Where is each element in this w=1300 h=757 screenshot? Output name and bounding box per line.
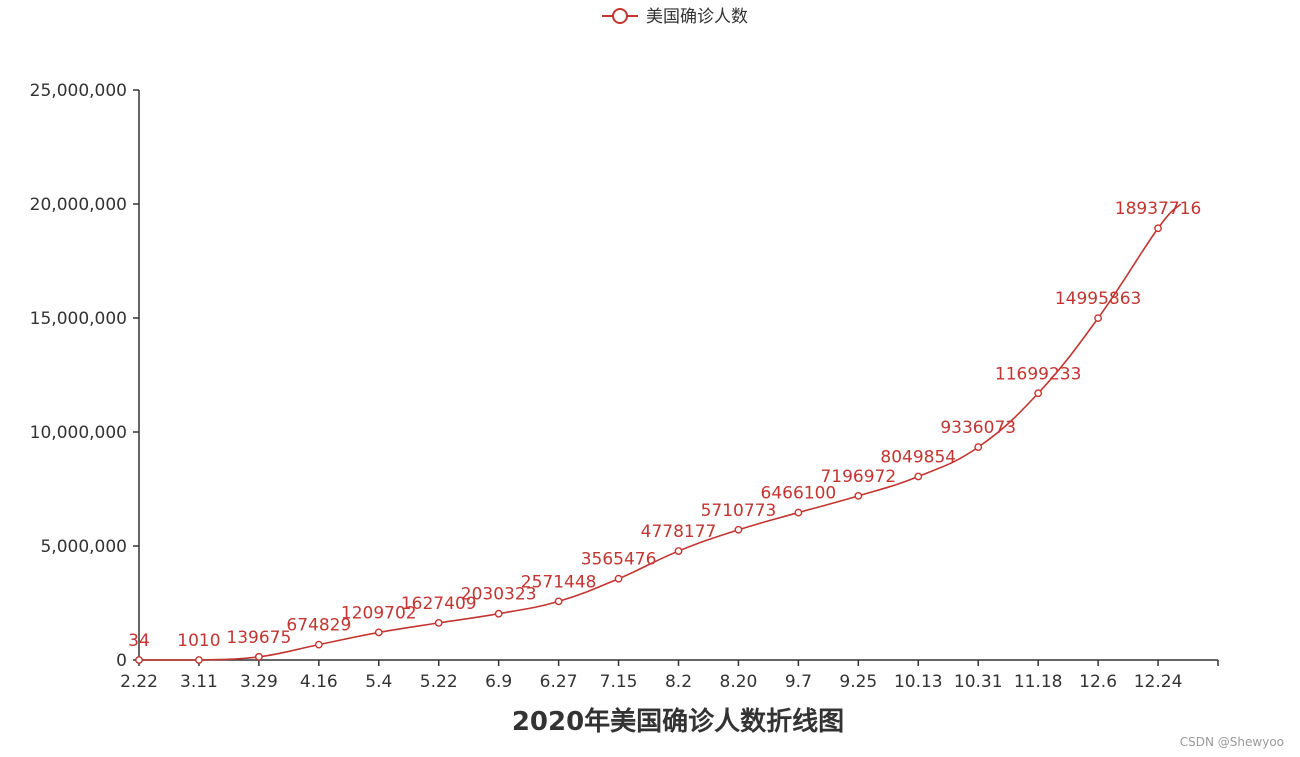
x-tick-label: 9.7 [785,672,812,692]
watermark: CSDN @Shewyoo [1180,735,1284,749]
data-point[interactable] [914,472,923,481]
series-line [138,203,1182,661]
y-tick-label: 5,000,000 [40,537,127,557]
x-tick-label: 4.16 [300,672,338,692]
x-tick-label: 12.6 [1079,672,1117,692]
data-point[interactable] [974,443,983,452]
data-point[interactable] [674,547,683,555]
x-tick-label: 5.4 [365,672,392,692]
x-tick-label: 10.31 [954,672,1003,692]
data-point[interactable] [494,609,503,618]
data-label: 6466100 [761,484,837,504]
data-point[interactable] [434,618,443,627]
data-point[interactable] [374,628,383,637]
data-points [135,224,1162,664]
x-tick-label: 11.18 [1014,672,1063,692]
data-label: 5710773 [701,501,777,521]
x-tick-label: 3.11 [180,672,218,692]
x-tick-label: 12.24 [1134,672,1183,692]
data-label: 4778177 [641,522,717,542]
data-label: 1627409 [401,594,477,614]
data-point[interactable] [1154,224,1162,233]
x-tick-label: 6.27 [540,672,578,692]
x-tick-label: 8.20 [720,672,758,692]
x-tick-label: 7.15 [600,672,638,692]
data-point[interactable] [614,574,623,583]
y-tick-label: 20,000,000 [30,195,127,215]
legend[interactable]: 美国确诊人数 [602,7,748,27]
data-point[interactable] [254,652,263,661]
legend-circle-icon [612,8,628,24]
legend-label: 美国确诊人数 [646,7,748,27]
chart-title: 2020年美国确诊人数折线图 [512,706,844,737]
data-label: 18937716 [1115,199,1202,219]
x-tick-label: 3.29 [240,672,278,692]
data-label: 7196972 [820,467,896,487]
data-label: 8049854 [880,447,956,467]
data-label: 1209702 [341,603,417,623]
data-label: 11699233 [995,364,1082,384]
data-label: 34 [128,631,150,651]
y-tick-label: 0 [116,651,127,671]
data-point[interactable] [314,640,323,649]
x-tick-label: 9.25 [839,672,877,692]
data-point[interactable] [1094,314,1103,322]
data-label: 139675 [226,628,291,648]
data-label: 3565476 [581,550,657,570]
data-label: 1010 [177,631,220,651]
y-axis: 0 5,000,000 10,000,000 15,000,000 20,000,000… [30,81,140,671]
data-label: 14995863 [1055,289,1142,309]
x-tick-label: 5.22 [420,672,458,692]
x-tick-label: 10.13 [894,672,943,692]
y-tick-label: 15,000,000 [30,309,127,329]
y-tick-label: 10,000,000 [30,423,127,443]
data-point[interactable] [554,597,563,606]
data-point[interactable] [794,508,803,517]
data-point[interactable] [135,656,143,664]
x-tick-label: 2.22 [120,672,158,692]
data-label: 674829 [286,616,351,636]
y-tick-label: 25,000,000 [30,81,127,101]
data-label: 2571448 [521,572,597,592]
data-label: 2030323 [461,585,537,605]
series-line-group [138,203,1182,661]
x-tick-label: 6.9 [485,672,512,692]
x-tick-label: 8.2 [665,672,692,692]
data-label: 9336073 [940,418,1016,438]
data-point[interactable] [1034,389,1043,398]
data-point[interactable] [854,492,863,500]
data-labels: 34 1010 1396756748291209702162740920303232… [128,199,1201,651]
x-axis: 2.22 3.11 3.29 4.16 5.4 5.22 6.9 6.27 7.15 8.2 8.2… [120,659,1219,692]
data-point[interactable] [734,525,743,534]
data-point[interactable] [195,656,203,664]
